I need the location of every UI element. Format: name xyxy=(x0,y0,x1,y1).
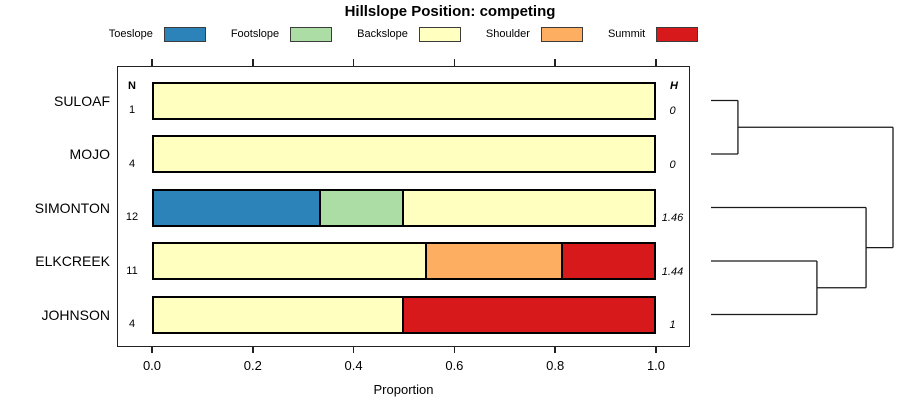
h-value: 0 xyxy=(669,105,676,117)
bar-segment-summit xyxy=(563,244,654,278)
x-tick-bottom xyxy=(151,346,153,353)
legend-label: Summit xyxy=(607,27,646,40)
legend-item-backslope: Backslope xyxy=(357,26,461,42)
x-tick-bottom xyxy=(252,346,254,353)
x-tick-bottom xyxy=(453,346,456,353)
stacked-bar-elkcreek xyxy=(152,242,656,280)
n-value: 1 xyxy=(128,104,136,116)
n-value: 12 xyxy=(125,211,139,223)
stacked-bar-mojo xyxy=(152,135,656,173)
legend-item-footslope: Footslope xyxy=(230,26,333,42)
x-tick-bottom xyxy=(352,346,355,353)
legend-swatch-summit xyxy=(656,26,699,42)
bar-segment-backslope xyxy=(154,244,427,278)
h-value: 1 xyxy=(669,319,676,331)
bar-segment-shoulder xyxy=(426,244,564,278)
bar-segment-backslope xyxy=(154,83,654,118)
legend-label: Backslope xyxy=(357,27,408,40)
legend-label: Footslope xyxy=(230,27,280,40)
x-tick-label: 0.0 xyxy=(142,358,162,373)
x-tick-top xyxy=(453,59,456,66)
legend-label: Toeslope xyxy=(108,27,153,40)
legend: Toeslope Footslope Backslope Shoulder Summit xyxy=(109,25,699,43)
legend-swatch-shoulder xyxy=(540,26,583,42)
x-tick-top xyxy=(151,59,153,66)
x-tick-label: 0.4 xyxy=(344,358,363,373)
x-tick-top xyxy=(655,59,657,66)
row-label-simonton: SIMONTON xyxy=(34,199,110,216)
x-tick-label: 0.2 xyxy=(243,358,262,373)
bar-segment-backslope xyxy=(403,190,654,225)
n-column-header: N xyxy=(128,80,136,92)
h-value: 1.46 xyxy=(661,212,684,224)
row-label-mojo: MOJO xyxy=(69,146,110,162)
x-tick-top xyxy=(252,59,254,66)
bar-segment-toeslope xyxy=(154,190,321,225)
n-value: 4 xyxy=(128,157,136,170)
stacked-bar-simonton xyxy=(152,188,656,227)
n-value: 11 xyxy=(126,264,138,277)
legend-swatch-footslope xyxy=(290,26,333,42)
legend-item-summit: Summit xyxy=(607,26,699,42)
bar-segment-summit xyxy=(404,297,654,332)
legend-swatch-toeslope xyxy=(163,26,206,42)
h-value: 1.44 xyxy=(661,265,684,278)
stacked-bar-suloaf xyxy=(152,81,656,120)
row-label-johnson: JOHNSON xyxy=(41,306,110,323)
x-tick-label: 1.0 xyxy=(646,358,666,373)
x-tick-label: 0.6 xyxy=(445,358,464,373)
x-tick-bottom xyxy=(655,346,657,353)
row-label-suloaf: SULOAF xyxy=(53,92,110,109)
bar-segment-footslope xyxy=(320,190,404,225)
chart-title: Hillslope Position: competing xyxy=(344,3,556,20)
n-value: 4 xyxy=(128,318,136,330)
legend-swatch-backslope xyxy=(418,26,461,42)
x-axis-title: Proportion xyxy=(373,382,434,397)
h-value: 0 xyxy=(669,158,676,171)
bar-segment-backslope xyxy=(154,137,654,171)
x-tick-bottom xyxy=(554,346,556,353)
legend-item-toeslope: Toeslope xyxy=(108,26,206,42)
legend-item-shoulder: Shoulder xyxy=(485,26,583,42)
row-label-elkcreek: ELKCREEK xyxy=(35,253,110,269)
h-column-header: H xyxy=(670,80,678,92)
x-tick-label: 0.8 xyxy=(546,358,565,373)
x-tick-top xyxy=(352,59,355,66)
stacked-bar-johnson xyxy=(152,295,656,334)
x-tick-top xyxy=(554,59,556,66)
bar-segment-backslope xyxy=(154,297,404,332)
legend-label: Shoulder xyxy=(485,27,530,40)
